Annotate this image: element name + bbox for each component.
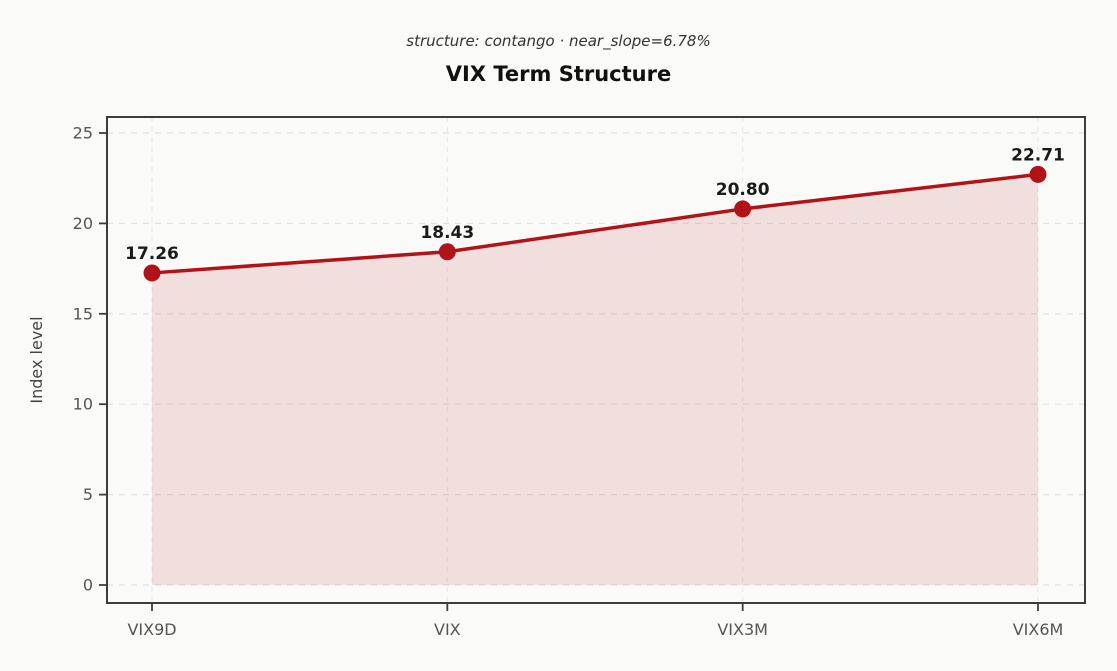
- xtick-label-VIX9D: VIX9D: [127, 620, 176, 639]
- ytick-label-5: 5: [83, 485, 93, 504]
- ytick-label-10: 10: [73, 395, 93, 414]
- area-fill: [152, 174, 1038, 585]
- axes-spines: [106, 116, 1086, 604]
- series-line: [150, 172, 1040, 275]
- ytick-label-25: 25: [73, 124, 93, 143]
- xtick-label-VIX: VIX: [434, 620, 461, 639]
- value-label-VIX3M: 20.80: [716, 180, 770, 200]
- value-label-VIX: 18.43: [420, 223, 474, 243]
- chart-title: VIX Term Structure: [445, 62, 672, 86]
- value-label-VIX9D: 17.26: [125, 244, 179, 264]
- chart-subtitle: structure: contango · near_slope=6.78%: [406, 32, 711, 50]
- value-label-VIX6M: 22.71: [1011, 145, 1065, 165]
- y-axis-label: Index level: [27, 316, 46, 403]
- data-point-VIX3M: [734, 200, 752, 218]
- data-point-VIX6M: [1029, 165, 1047, 183]
- data-point-VIX: [438, 243, 456, 261]
- ytick-label-0: 0: [83, 576, 93, 595]
- xtick-label-VIX3M: VIX3M: [717, 620, 768, 639]
- data-point-VIX9D: [143, 264, 161, 282]
- ytick-label-20: 20: [73, 214, 93, 233]
- xtick-label-VIX6M: VIX6M: [1013, 620, 1064, 639]
- ytick-label-15: 15: [73, 304, 93, 323]
